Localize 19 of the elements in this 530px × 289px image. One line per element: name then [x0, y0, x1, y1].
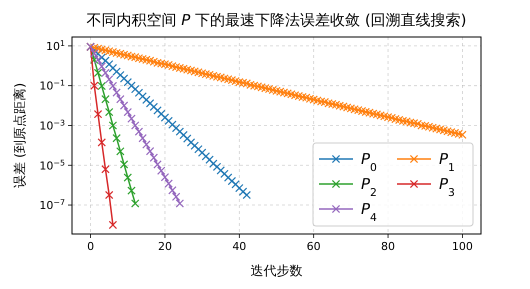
legend-label: P$_{3}$: [439, 175, 455, 198]
x-tick-label: 20: [158, 240, 172, 253]
x-tick-label: 100: [452, 240, 473, 253]
y-axis-title: 误差 (到原点距离): [12, 82, 28, 188]
x-tick-label: 60: [306, 240, 321, 253]
legend-label: P$_{0}$: [361, 150, 378, 174]
y-tick-label: 10$^{−3}$: [39, 118, 65, 132]
x-axis-title: 迭代步数: [250, 264, 302, 279]
x-tick-label: 80: [381, 240, 396, 253]
chart-title: 不同内积空间 P 下的最速下降法误差收敛 (回溯直线搜索): [86, 11, 467, 29]
y-tick-label: 10$^{1}$: [46, 38, 65, 53]
legend-label: P$_{2}$: [361, 175, 377, 198]
legend-label: P$_{4}$: [361, 200, 378, 224]
y-tick-label: 10$^{−1}$: [39, 78, 65, 93]
y-tick-label: 10$^{−5}$: [39, 158, 65, 172]
y-tick-label: 10$^{−7}$: [39, 198, 65, 212]
x-tick-label: 0: [87, 240, 94, 253]
legend-label: P$_{1}$: [439, 150, 455, 174]
x-tick-label: 40: [232, 240, 246, 253]
